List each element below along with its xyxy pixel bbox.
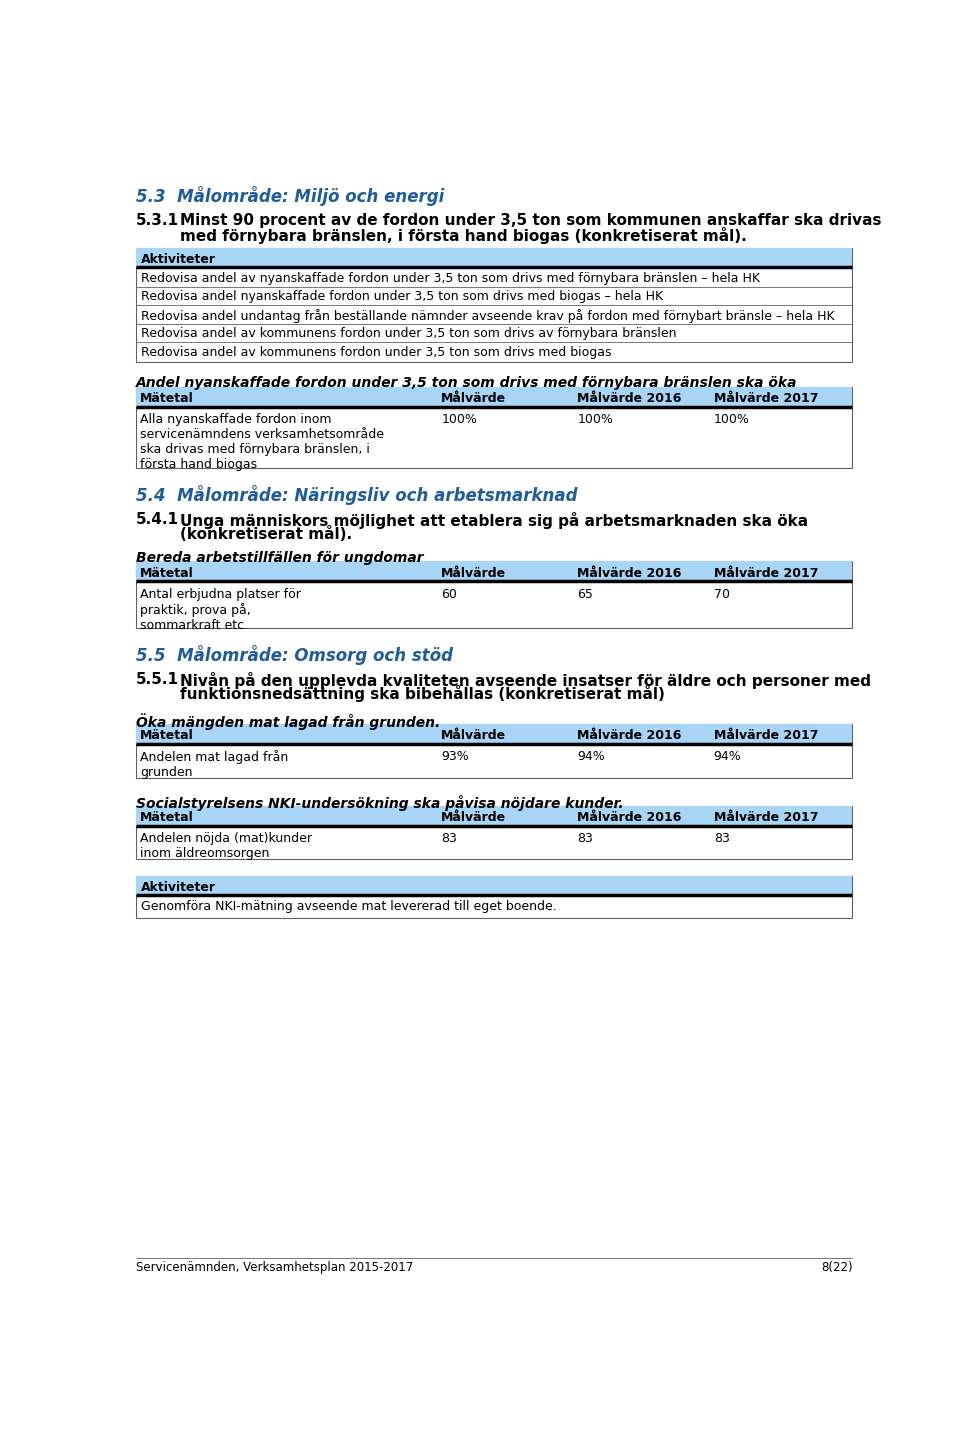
Text: (konkretiserat mål).: (konkretiserat mål). bbox=[180, 526, 352, 543]
Text: Målvärde 2017: Målvärde 2017 bbox=[713, 392, 818, 405]
Text: Genomföra NKI-mätning avseende mat levererad till eget boende.: Genomföra NKI-mätning avseende mat lever… bbox=[141, 901, 557, 914]
Text: 70: 70 bbox=[713, 587, 730, 600]
Text: Mätetal: Mätetal bbox=[140, 392, 194, 405]
Text: Målvärde 2016: Målvärde 2016 bbox=[578, 392, 682, 405]
Bar bbox=[135, 876, 852, 895]
Text: Nivån på den upplevda kvaliteten avseende insatser för äldre och personer med: Nivån på den upplevda kvaliteten avseend… bbox=[180, 672, 872, 689]
Text: Mätetal: Mätetal bbox=[140, 811, 194, 823]
Bar bbox=[135, 387, 852, 407]
Text: Målvärde 2016: Målvärde 2016 bbox=[578, 729, 682, 742]
Text: Målvärde 2017: Målvärde 2017 bbox=[713, 567, 818, 580]
Text: Målvärde: Målvärde bbox=[442, 567, 506, 580]
Text: Andelen nöjda (mat)kunder
inom äldreomsorgen: Andelen nöjda (mat)kunder inom äldreomso… bbox=[140, 832, 312, 859]
Text: Mätetal: Mätetal bbox=[140, 567, 194, 580]
Text: med förnybara bränslen, i första hand biogas (konkretiserat mål).: med förnybara bränslen, i första hand bi… bbox=[180, 226, 747, 243]
Text: 100%: 100% bbox=[713, 412, 750, 425]
Text: 94%: 94% bbox=[578, 750, 605, 763]
Text: 100%: 100% bbox=[442, 412, 477, 425]
Text: 5.3.1: 5.3.1 bbox=[135, 212, 179, 228]
Text: Aktiviteter: Aktiviteter bbox=[141, 252, 216, 266]
Text: Andel nyanskaffade fordon under 3,5 ton som drivs med förnybara bränslen ska öka: Andel nyanskaffade fordon under 3,5 ton … bbox=[135, 375, 797, 390]
Text: Målvärde 2016: Målvärde 2016 bbox=[578, 811, 682, 823]
Text: 94%: 94% bbox=[713, 750, 741, 763]
Text: Andelen mat lagad från
grunden: Andelen mat lagad från grunden bbox=[140, 750, 288, 779]
Bar bbox=[135, 561, 852, 581]
Text: 5.3  Målområde: Miljö och energi: 5.3 Målområde: Miljö och energi bbox=[135, 186, 444, 206]
Bar bbox=[135, 248, 852, 266]
Bar bbox=[135, 806, 852, 826]
Text: Redovisa andel av kommunens fordon under 3,5 ton som drivs av förnybara bränslen: Redovisa andel av kommunens fordon under… bbox=[141, 328, 677, 341]
Text: Redovisa andel av kommunens fordon under 3,5 ton som drivs med biogas: Redovisa andel av kommunens fordon under… bbox=[141, 347, 612, 359]
Text: 83: 83 bbox=[442, 832, 457, 845]
Text: Redovisa andel nyanskaffade fordon under 3,5 ton som drivs med biogas – hela HK: Redovisa andel nyanskaffade fordon under… bbox=[141, 291, 663, 304]
Bar bbox=[135, 725, 852, 778]
Text: Antal erbjudna platser för
praktik, prova på,
sommarkraft etc.: Antal erbjudna platser för praktik, prov… bbox=[140, 587, 301, 632]
Text: Unga människors möjlighet att etablera sig på arbetsmarknaden ska öka: Unga människors möjlighet att etablera s… bbox=[180, 513, 808, 530]
Bar bbox=[135, 876, 852, 918]
Bar bbox=[135, 725, 852, 745]
Bar bbox=[135, 387, 852, 468]
Text: Målvärde 2017: Målvärde 2017 bbox=[713, 729, 818, 742]
Text: 93%: 93% bbox=[442, 750, 469, 763]
Text: 83: 83 bbox=[578, 832, 593, 845]
Text: Målvärde 2017: Målvärde 2017 bbox=[713, 811, 818, 823]
Text: 60: 60 bbox=[442, 587, 457, 600]
Text: 5.5.1: 5.5.1 bbox=[135, 672, 179, 686]
Text: Målvärde: Målvärde bbox=[442, 392, 506, 405]
Text: Målvärde: Målvärde bbox=[442, 729, 506, 742]
Text: Mätetal: Mätetal bbox=[140, 729, 194, 742]
Text: Servicenämnden, Verksamhetsplan 2015-2017: Servicenämnden, Verksamhetsplan 2015-201… bbox=[135, 1262, 413, 1274]
Text: 100%: 100% bbox=[578, 412, 613, 425]
Text: 65: 65 bbox=[578, 587, 593, 600]
Text: Socialstyrelsens NKI-undersökning ska påvisa nöjdare kunder.: Socialstyrelsens NKI-undersökning ska på… bbox=[135, 795, 623, 811]
Bar bbox=[135, 248, 852, 362]
Text: Aktiviteter: Aktiviteter bbox=[141, 881, 216, 894]
Text: Öka mängden mat lagad från grunden.: Öka mängden mat lagad från grunden. bbox=[135, 713, 440, 730]
Text: Bereda arbetstillfällen för ungdomar: Bereda arbetstillfällen för ungdomar bbox=[135, 551, 423, 564]
Text: 5.4  Målområde: Näringsliv och arbetsmarknad: 5.4 Målområde: Näringsliv och arbetsmark… bbox=[135, 485, 577, 505]
Text: Redovisa andel av nyanskaffade fordon under 3,5 ton som drivs med förnybara brän: Redovisa andel av nyanskaffade fordon un… bbox=[141, 272, 760, 285]
Bar bbox=[135, 806, 852, 859]
Text: Målvärde: Målvärde bbox=[442, 811, 506, 823]
Text: 5.5  Målområde: Omsorg och stöd: 5.5 Målområde: Omsorg och stöd bbox=[135, 644, 452, 664]
Text: 83: 83 bbox=[713, 832, 730, 845]
Text: Redovisa andel undantag från beställande nämnder avseende krav på fordon med för: Redovisa andel undantag från beställande… bbox=[141, 309, 834, 322]
Text: Minst 90 procent av de fordon under 3,5 ton som kommunen anskaffar ska drivas: Minst 90 procent av de fordon under 3,5 … bbox=[180, 212, 882, 228]
Text: Alla nyanskaffade fordon inom
servicenämndens verksamhetsområde
ska drivas med f: Alla nyanskaffade fordon inom servicenäm… bbox=[140, 412, 384, 471]
Text: funktionsnedsättning ska bibehållas (konkretiserat mål): funktionsnedsättning ska bibehållas (kon… bbox=[180, 686, 665, 703]
Bar bbox=[135, 561, 852, 627]
Text: 5.4.1: 5.4.1 bbox=[135, 513, 179, 527]
Text: 8(22): 8(22) bbox=[821, 1262, 852, 1274]
Text: Målvärde 2016: Målvärde 2016 bbox=[578, 567, 682, 580]
